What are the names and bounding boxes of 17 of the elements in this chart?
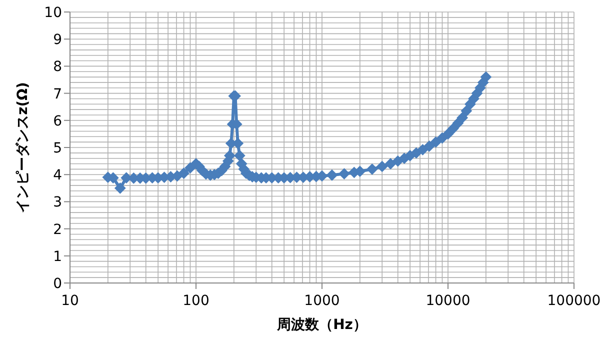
x-tick-label: 100000 xyxy=(547,292,601,309)
y-tick-label: 10 xyxy=(44,4,62,21)
y-tick-label: 5 xyxy=(53,140,62,156)
y-tick-label: 4 xyxy=(53,168,62,184)
y-tick-label: 6 xyxy=(53,113,62,130)
y-tick-label: 8 xyxy=(53,59,62,76)
y-tick-label: 2 xyxy=(53,222,62,238)
y-tick-label: 9 xyxy=(53,32,62,48)
x-tick-label: 10000 xyxy=(426,292,470,309)
y-tick-label: 1 xyxy=(53,248,62,265)
y-tick-label: 7 xyxy=(53,86,62,102)
x-tick-label: 1000 xyxy=(304,292,340,309)
x-tick-label: 100 xyxy=(182,292,210,309)
y-axis-title: インピーダンスz(Ω) xyxy=(14,82,31,213)
y-tick-label: 0 xyxy=(53,276,62,292)
y-tick-label: 3 xyxy=(53,194,62,211)
x-axis-title: 周波数（Hz） xyxy=(276,317,367,333)
